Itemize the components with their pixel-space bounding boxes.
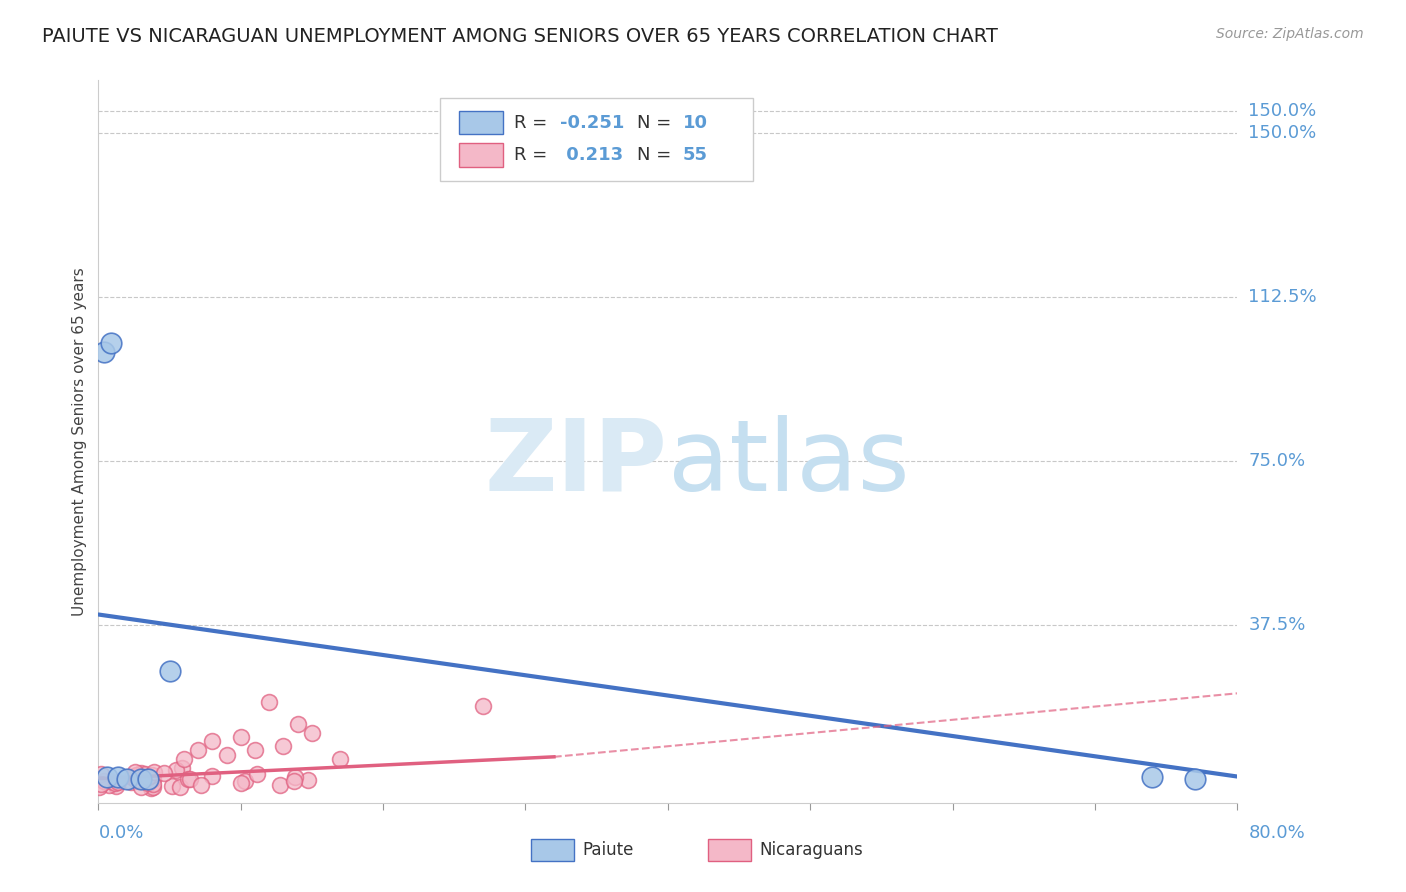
Point bbox=[142, 772, 165, 786]
Point bbox=[141, 780, 163, 795]
Point bbox=[179, 772, 201, 786]
Point bbox=[143, 765, 166, 780]
Point bbox=[229, 730, 252, 744]
Point bbox=[269, 778, 291, 792]
Point bbox=[128, 772, 150, 787]
Point bbox=[229, 776, 252, 790]
Text: 112.5%: 112.5% bbox=[1249, 288, 1317, 306]
Point bbox=[121, 770, 143, 784]
Point bbox=[142, 777, 165, 791]
Point bbox=[90, 767, 112, 781]
Point bbox=[201, 769, 224, 783]
Point bbox=[233, 774, 256, 789]
Point bbox=[129, 780, 152, 794]
Text: PAIUTE VS NICARAGUAN UNEMPLOYMENT AMONG SENIORS OVER 65 YEARS CORRELATION CHART: PAIUTE VS NICARAGUAN UNEMPLOYMENT AMONG … bbox=[42, 27, 998, 45]
Text: R =: R = bbox=[515, 146, 553, 164]
Point bbox=[1140, 770, 1163, 784]
Point bbox=[120, 774, 142, 789]
Y-axis label: Unemployment Among Seniors over 65 years: Unemployment Among Seniors over 65 years bbox=[72, 268, 87, 615]
Text: -0.251: -0.251 bbox=[560, 113, 624, 131]
Point bbox=[100, 336, 122, 351]
Point bbox=[215, 747, 238, 762]
Point bbox=[98, 774, 121, 789]
Point bbox=[124, 773, 146, 788]
Text: 10: 10 bbox=[683, 113, 707, 131]
Point bbox=[124, 769, 146, 783]
Point bbox=[141, 767, 163, 781]
Point bbox=[136, 776, 159, 790]
Point bbox=[177, 772, 200, 786]
FancyBboxPatch shape bbox=[531, 838, 575, 861]
Text: 0.213: 0.213 bbox=[560, 146, 623, 164]
Text: 150.0%: 150.0% bbox=[1249, 124, 1316, 142]
Point bbox=[90, 777, 112, 791]
Text: 75.0%: 75.0% bbox=[1249, 452, 1306, 470]
Point bbox=[169, 780, 191, 794]
FancyBboxPatch shape bbox=[440, 98, 754, 181]
Point bbox=[87, 780, 110, 794]
Point bbox=[138, 770, 160, 784]
Point bbox=[124, 765, 146, 780]
Point bbox=[129, 766, 152, 780]
Point bbox=[165, 763, 187, 777]
Point bbox=[329, 752, 352, 766]
Point bbox=[170, 761, 193, 775]
Text: N =: N = bbox=[637, 146, 678, 164]
Point bbox=[142, 780, 165, 794]
Point bbox=[160, 779, 183, 793]
Point bbox=[97, 778, 120, 792]
Point bbox=[284, 770, 307, 784]
Point bbox=[107, 771, 129, 785]
Point bbox=[93, 774, 115, 789]
Text: Paiute: Paiute bbox=[582, 841, 634, 859]
Point bbox=[125, 768, 148, 782]
Text: 55: 55 bbox=[683, 146, 707, 164]
Point bbox=[107, 775, 129, 789]
Point bbox=[243, 743, 266, 757]
FancyBboxPatch shape bbox=[460, 143, 503, 167]
Text: 37.5%: 37.5% bbox=[1249, 616, 1306, 634]
Point bbox=[246, 766, 269, 780]
Point bbox=[115, 772, 138, 786]
Text: 150.0%: 150.0% bbox=[1249, 102, 1316, 120]
Point bbox=[187, 743, 209, 757]
Text: atlas: atlas bbox=[668, 415, 910, 512]
FancyBboxPatch shape bbox=[707, 838, 751, 861]
Point bbox=[259, 695, 281, 709]
Text: 80.0%: 80.0% bbox=[1249, 824, 1305, 842]
Point bbox=[201, 734, 224, 748]
Point bbox=[153, 766, 176, 780]
Point bbox=[471, 699, 494, 714]
Point bbox=[173, 752, 195, 766]
Point bbox=[93, 344, 115, 359]
Text: Nicaraguans: Nicaraguans bbox=[759, 841, 863, 859]
Point bbox=[273, 739, 295, 753]
Text: 0.0%: 0.0% bbox=[98, 824, 143, 842]
Point bbox=[1184, 772, 1206, 786]
Point bbox=[297, 773, 319, 788]
Point bbox=[96, 770, 118, 784]
Text: ZIP: ZIP bbox=[485, 415, 668, 512]
Point bbox=[190, 778, 212, 792]
Point bbox=[129, 772, 152, 786]
Point bbox=[134, 766, 156, 780]
Text: Source: ZipAtlas.com: Source: ZipAtlas.com bbox=[1216, 27, 1364, 41]
Point bbox=[104, 776, 127, 790]
Point bbox=[105, 779, 128, 793]
Point bbox=[283, 773, 305, 788]
Point bbox=[136, 772, 159, 786]
FancyBboxPatch shape bbox=[460, 111, 503, 135]
Text: N =: N = bbox=[637, 113, 678, 131]
Text: R =: R = bbox=[515, 113, 553, 131]
Point bbox=[301, 725, 323, 739]
Point bbox=[159, 665, 181, 679]
Point bbox=[287, 717, 309, 731]
